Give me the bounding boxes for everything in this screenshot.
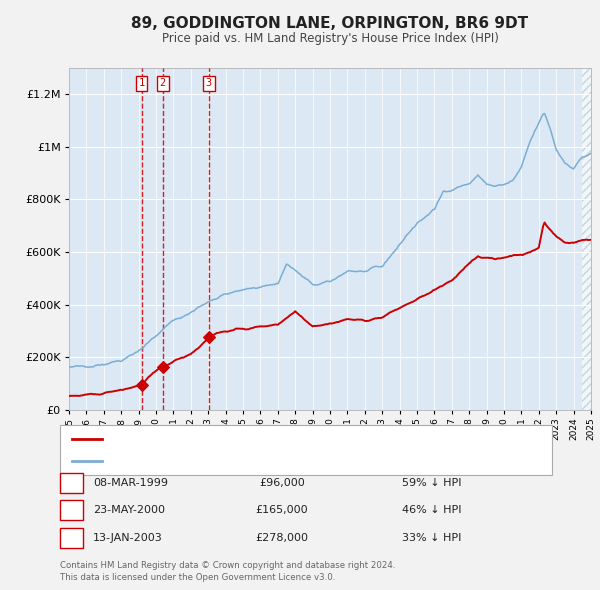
Text: HPI: Average price, detached house, Bromley: HPI: Average price, detached house, Brom…	[105, 456, 341, 466]
Text: 46% ↓ HPI: 46% ↓ HPI	[402, 506, 461, 515]
Text: 3: 3	[206, 78, 212, 88]
Text: 33% ↓ HPI: 33% ↓ HPI	[402, 533, 461, 543]
Text: 2: 2	[160, 78, 166, 88]
Text: Contains HM Land Registry data © Crown copyright and database right 2024.: Contains HM Land Registry data © Crown c…	[60, 560, 395, 570]
Text: Price paid vs. HM Land Registry's House Price Index (HPI): Price paid vs. HM Land Registry's House …	[161, 32, 499, 45]
Text: 3: 3	[68, 533, 75, 543]
Text: £165,000: £165,000	[256, 506, 308, 515]
Point	[137, 380, 146, 389]
Text: This data is licensed under the Open Government Licence v3.0.: This data is licensed under the Open Gov…	[60, 572, 335, 582]
Text: 2: 2	[68, 506, 75, 515]
Text: 89, GODDINGTON LANE, ORPINGTON, BR6 9DT (detached house): 89, GODDINGTON LANE, ORPINGTON, BR6 9DT …	[105, 434, 444, 444]
Text: 59% ↓ HPI: 59% ↓ HPI	[402, 478, 461, 487]
Text: 1: 1	[68, 478, 75, 487]
Text: 1: 1	[139, 78, 145, 88]
Text: 08-MAR-1999: 08-MAR-1999	[93, 478, 168, 487]
Text: £96,000: £96,000	[259, 478, 305, 487]
Text: 89, GODDINGTON LANE, ORPINGTON, BR6 9DT: 89, GODDINGTON LANE, ORPINGTON, BR6 9DT	[131, 16, 529, 31]
Text: 23-MAY-2000: 23-MAY-2000	[93, 506, 165, 515]
Text: 13-JAN-2003: 13-JAN-2003	[93, 533, 163, 543]
Point	[204, 332, 214, 342]
Text: £278,000: £278,000	[256, 533, 308, 543]
Point	[158, 362, 167, 371]
